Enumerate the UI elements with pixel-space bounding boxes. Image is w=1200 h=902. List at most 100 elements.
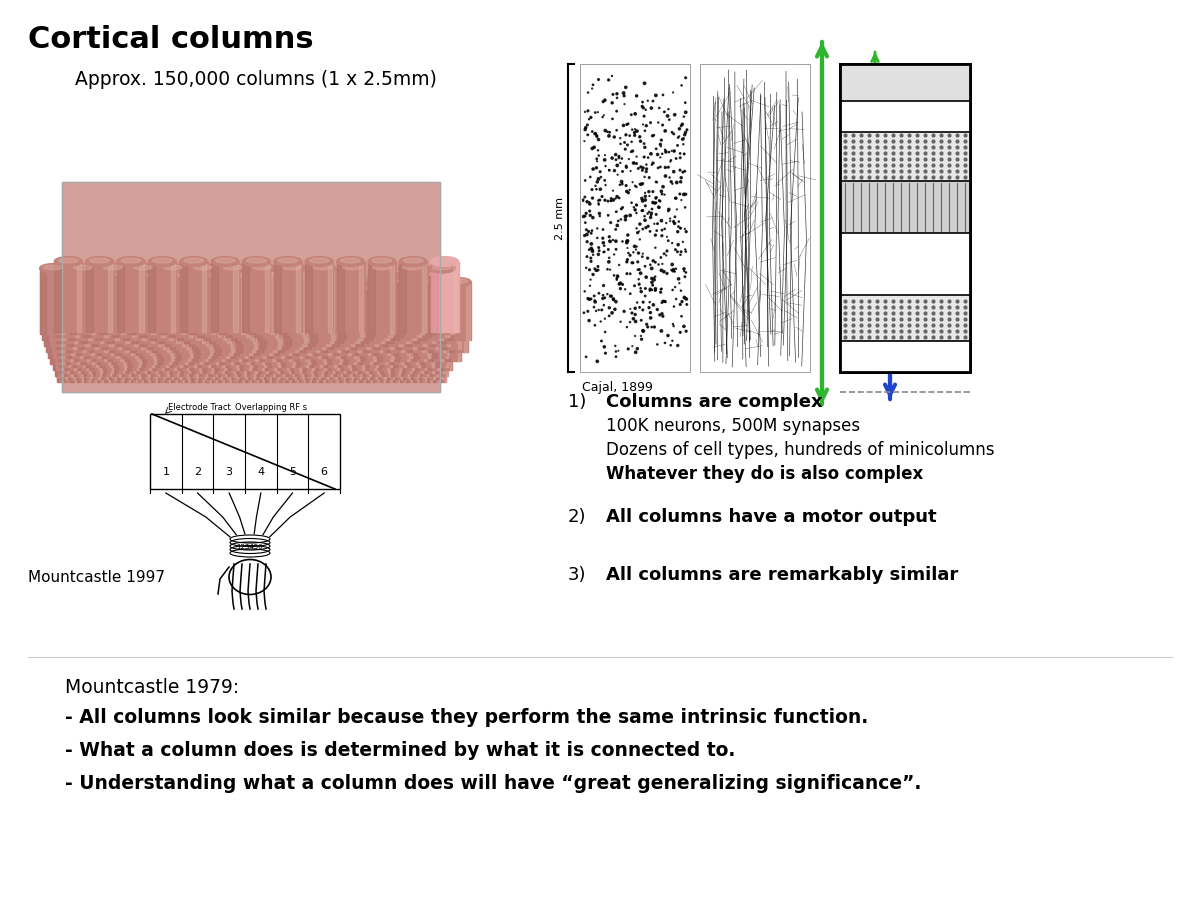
Bar	[296, 262, 300, 332]
Bar	[284, 282, 290, 341]
Ellipse shape	[372, 363, 380, 365]
Bar	[116, 296, 138, 347]
Bar	[169, 303, 175, 350]
Bar	[181, 357, 184, 373]
Bar	[97, 378, 103, 382]
Bar	[412, 330, 415, 362]
Bar	[217, 276, 222, 338]
Ellipse shape	[112, 377, 116, 378]
Circle shape	[641, 339, 642, 341]
Bar	[443, 309, 446, 353]
Bar	[104, 378, 110, 382]
Bar	[450, 269, 454, 336]
Ellipse shape	[191, 376, 197, 379]
Ellipse shape	[199, 370, 206, 372]
Bar	[322, 364, 323, 377]
Circle shape	[623, 311, 625, 313]
Circle shape	[599, 213, 600, 216]
Bar	[402, 357, 404, 373]
Ellipse shape	[43, 266, 62, 271]
Bar	[439, 290, 462, 344]
Ellipse shape	[199, 363, 208, 365]
Ellipse shape	[380, 328, 391, 331]
Bar	[185, 378, 191, 382]
Circle shape	[592, 251, 594, 253]
Circle shape	[660, 257, 661, 259]
Ellipse shape	[378, 348, 389, 353]
Circle shape	[660, 140, 662, 142]
Circle shape	[595, 189, 598, 190]
Bar	[280, 309, 299, 353]
Circle shape	[617, 98, 618, 99]
Circle shape	[680, 317, 682, 318]
Bar	[169, 336, 172, 364]
Bar	[296, 344, 308, 368]
Bar	[68, 296, 73, 347]
Ellipse shape	[97, 313, 114, 319]
Ellipse shape	[226, 342, 239, 345]
Ellipse shape	[190, 264, 216, 273]
Circle shape	[601, 298, 604, 300]
Circle shape	[678, 279, 679, 281]
Text: Mountcastle 1979:: Mountcastle 1979:	[65, 677, 239, 696]
Circle shape	[608, 170, 610, 172]
Ellipse shape	[254, 349, 263, 351]
Bar	[58, 330, 73, 362]
Circle shape	[596, 181, 599, 184]
Bar	[61, 269, 65, 336]
Bar	[166, 371, 168, 380]
Circle shape	[623, 96, 625, 97]
Ellipse shape	[334, 377, 337, 378]
Ellipse shape	[166, 377, 169, 378]
Bar	[300, 357, 301, 373]
Ellipse shape	[48, 320, 65, 327]
Circle shape	[630, 322, 631, 323]
Ellipse shape	[167, 370, 173, 372]
Bar	[260, 303, 265, 350]
Ellipse shape	[413, 376, 419, 379]
Ellipse shape	[79, 299, 100, 307]
Bar	[306, 378, 312, 382]
Circle shape	[661, 303, 662, 304]
Ellipse shape	[110, 376, 116, 379]
Circle shape	[589, 211, 590, 213]
Ellipse shape	[424, 280, 440, 284]
Ellipse shape	[304, 308, 317, 310]
Circle shape	[680, 254, 682, 256]
Ellipse shape	[374, 335, 388, 339]
Bar	[55, 364, 64, 377]
Bar	[258, 378, 260, 382]
Bar	[458, 330, 460, 362]
Ellipse shape	[92, 370, 100, 372]
Ellipse shape	[278, 264, 306, 273]
Bar	[277, 357, 278, 373]
Bar	[227, 323, 229, 359]
Bar	[353, 364, 355, 377]
Circle shape	[634, 308, 636, 310]
Ellipse shape	[360, 377, 365, 378]
Bar	[172, 323, 174, 359]
Bar	[413, 282, 416, 341]
Ellipse shape	[316, 363, 322, 364]
Ellipse shape	[42, 279, 66, 287]
Bar	[840, 182, 970, 235]
Circle shape	[630, 115, 632, 116]
Bar	[140, 303, 144, 350]
Bar	[385, 336, 388, 364]
Ellipse shape	[220, 335, 234, 339]
Text: Approx. 150,000 columns (1 x 2.5mm): Approx. 150,000 columns (1 x 2.5mm)	[74, 70, 437, 89]
Ellipse shape	[240, 293, 256, 298]
Circle shape	[619, 185, 620, 186]
Circle shape	[634, 314, 636, 317]
Bar	[166, 371, 174, 380]
Ellipse shape	[248, 356, 256, 358]
Ellipse shape	[373, 363, 379, 364]
Bar	[289, 330, 292, 362]
Bar	[170, 364, 173, 377]
Bar	[91, 317, 94, 356]
Ellipse shape	[228, 342, 236, 345]
Ellipse shape	[90, 376, 96, 379]
Bar	[428, 309, 433, 353]
Bar	[275, 276, 278, 338]
Bar	[432, 336, 433, 364]
